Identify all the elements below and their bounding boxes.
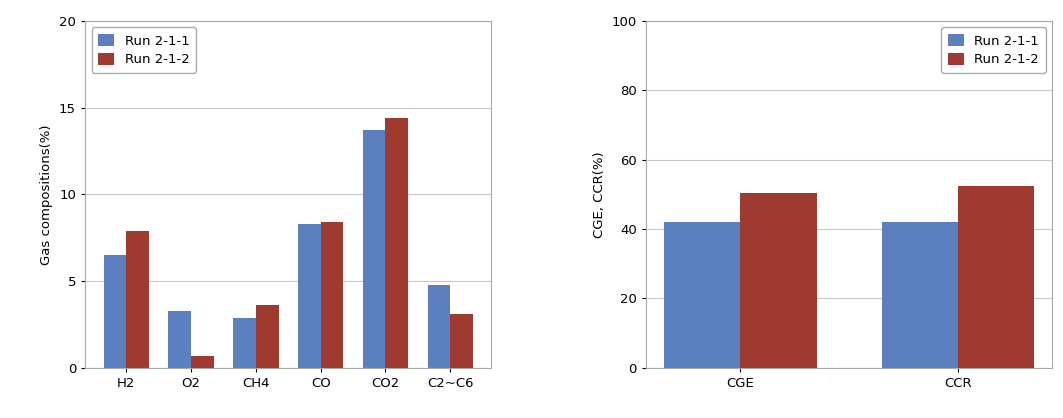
Legend: Run 2-1-1, Run 2-1-2: Run 2-1-1, Run 2-1-2	[91, 28, 196, 73]
Bar	[126, 231, 149, 368]
Bar	[451, 314, 473, 368]
Y-axis label: CGE, CCR(%): CGE, CCR(%)	[593, 151, 606, 238]
Y-axis label: Gas compositions(%): Gas compositions(%)	[40, 124, 53, 265]
Bar	[233, 318, 256, 368]
Bar	[958, 186, 1034, 368]
Bar	[191, 356, 214, 368]
Bar	[427, 285, 451, 368]
Bar	[664, 222, 741, 368]
Bar	[741, 193, 816, 368]
Bar	[298, 224, 321, 368]
Legend: Run 2-1-1, Run 2-1-2: Run 2-1-1, Run 2-1-2	[942, 28, 1046, 73]
Bar	[362, 130, 386, 368]
Bar	[168, 311, 191, 368]
Bar	[103, 255, 126, 368]
Bar	[256, 306, 279, 368]
Bar	[321, 222, 343, 368]
Bar	[881, 222, 958, 368]
Bar	[386, 118, 408, 368]
